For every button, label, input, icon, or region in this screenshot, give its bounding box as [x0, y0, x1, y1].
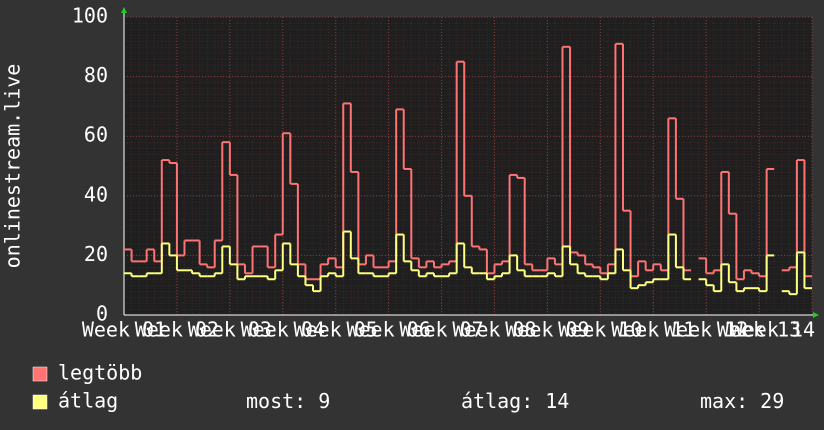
x-tick-label: Week 13 [717, 318, 801, 342]
x-tick-label: Week 11 [611, 318, 695, 342]
stat-label: most: [246, 389, 306, 413]
y-tick-label: 80 [84, 63, 108, 87]
x-tick-label: Week 09 [505, 318, 589, 342]
legend-label: legtöbb [58, 361, 142, 385]
x-tick-label: Week 05 [294, 318, 378, 342]
y-tick-label: 60 [84, 123, 108, 147]
x-tick-label: Week 07 [399, 318, 483, 342]
stat-value: 9 [318, 389, 330, 413]
stat-label: átlag: [461, 389, 533, 413]
x-axis-arrow [813, 312, 819, 318]
stat-label: max: [700, 389, 748, 413]
x-tick-label: Week 01 [82, 318, 166, 342]
y-tick-label: 100 [72, 4, 108, 28]
stat-value: 29 [760, 389, 784, 413]
x-tick-label: Week 03 [188, 318, 272, 342]
x-tick-label: Week 10 [558, 318, 642, 342]
x-tick-label: Week 02 [135, 318, 219, 342]
x-tick-label: Week 12 [664, 318, 748, 342]
legend-swatch [32, 366, 48, 382]
x-tick-label: Week 08 [452, 318, 536, 342]
y-tick-label: 0 [96, 302, 108, 326]
x-tick-label: Week 14 [731, 318, 815, 342]
y-tick-label: 40 [84, 182, 108, 206]
y-tick-label: 20 [84, 242, 108, 266]
legend-label: átlag [58, 389, 118, 413]
legend-swatch [32, 394, 48, 410]
stat-value: 14 [545, 389, 569, 413]
stat: átlag: 14 [461, 389, 569, 413]
x-tick-label: Week 06 [346, 318, 430, 342]
y-axis-label: onlinestream.live [1, 64, 25, 269]
minor-grid [124, 17, 812, 315]
stat: most: 9 [246, 389, 330, 413]
y-axis-arrow [121, 7, 127, 13]
stat: max: 29 [700, 389, 784, 413]
x-tick-label: Week 04 [241, 318, 325, 342]
